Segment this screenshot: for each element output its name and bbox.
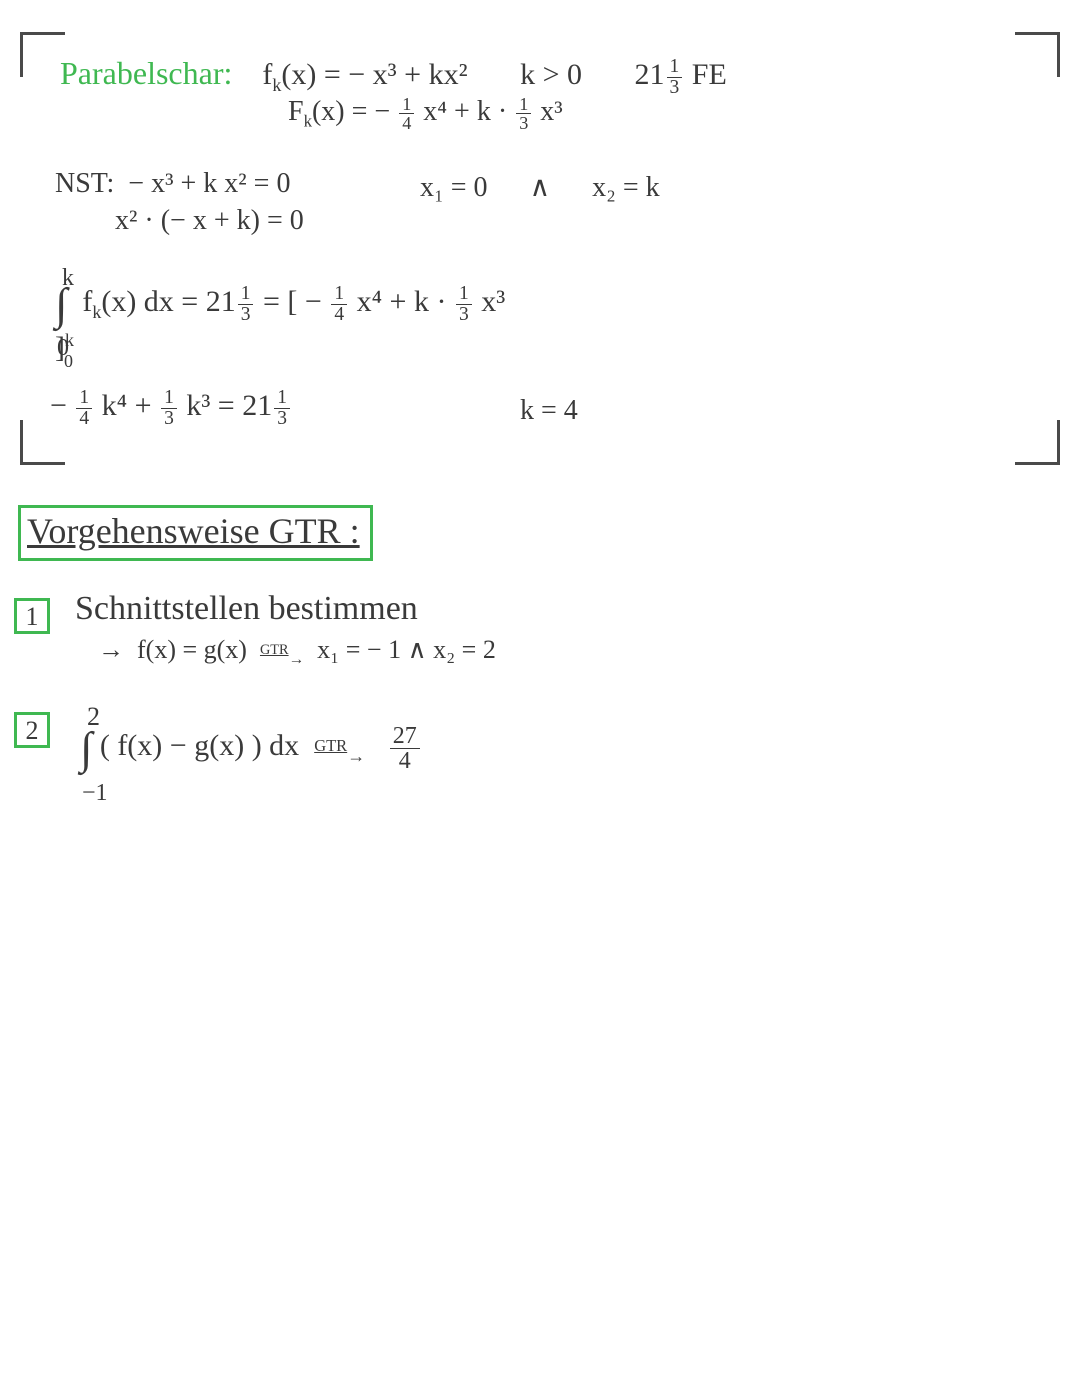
step1-number: 1 bbox=[14, 598, 50, 634]
s-frac-14: 14 bbox=[76, 388, 92, 428]
page: Parabelschar: fk(x) = − x³ + kx² k > 0 2… bbox=[0, 0, 1080, 1394]
int-body: (x) dx = 21 bbox=[101, 285, 235, 318]
nst-eq1: − x³ + k x² = 0 bbox=[128, 168, 290, 199]
step1-detail: → f(x) = g(x) GTR→ x₁ = − 1 ∧ x₂ = 2 bbox=[98, 635, 496, 669]
step1-eq: f(x) = g(x) bbox=[137, 635, 247, 664]
step1-arrow: → bbox=[98, 635, 124, 664]
x3-term: x³ bbox=[540, 96, 562, 127]
frac-1-3: 13 bbox=[516, 95, 531, 132]
step1-heading: Schnittstellen bestimmen bbox=[75, 590, 418, 628]
step1-gtr: GTR bbox=[260, 642, 289, 658]
nst-label: NST: bbox=[55, 168, 114, 199]
step2-res: 274 bbox=[390, 724, 420, 773]
func-expr: (x) = − x³ + kx² bbox=[281, 58, 467, 91]
title: Parabelschar: bbox=[60, 55, 232, 91]
step2-number: 2 bbox=[14, 712, 50, 748]
header-line: Parabelschar: fk(x) = − x³ + kx² k > 0 2… bbox=[60, 55, 727, 97]
F-sub: k bbox=[304, 112, 312, 131]
corner-br bbox=[1015, 420, 1060, 465]
int-frac-13b: 13 bbox=[456, 284, 472, 324]
condition: k > 0 bbox=[520, 58, 582, 91]
step2-gtr: GTR bbox=[314, 736, 347, 755]
area-unit: FE bbox=[692, 58, 727, 91]
gtr-title: Vorgehensweise GTR : bbox=[27, 511, 360, 551]
F-eq: (x) = − bbox=[312, 96, 390, 127]
step2-int-sign: ∫ bbox=[80, 723, 92, 773]
root2: x₂ = k bbox=[592, 172, 660, 203]
nst-line2: x² · (− x + k) = 0 bbox=[115, 205, 304, 237]
int-fk-sub: k bbox=[92, 302, 101, 322]
frac-1-4: 14 bbox=[399, 95, 414, 132]
int-frac-13: 13 bbox=[238, 284, 254, 324]
k3: k³ = 21 bbox=[186, 389, 272, 422]
int-lower: 0 bbox=[57, 335, 69, 362]
gtr-arrow-icon-2: → bbox=[347, 746, 365, 766]
root1: x₁ = 0 bbox=[420, 172, 488, 203]
nst-eq2: x² · (− x + k) = 0 bbox=[115, 205, 304, 236]
x4-term: x⁴ + k · bbox=[423, 96, 507, 127]
integral-sign: ∫ bbox=[55, 279, 67, 329]
area-val: 21 bbox=[635, 58, 665, 91]
nst-roots: x₁ = 0 ∧ x₂ = k bbox=[420, 170, 660, 204]
step2-lower: −1 bbox=[82, 780, 108, 807]
int-mid: x⁴ + k · bbox=[357, 285, 447, 318]
int-eq: = [ − bbox=[263, 285, 322, 318]
antideriv-line: Fk(x) = − 14 x⁴ + k · 13 x³ bbox=[288, 95, 563, 132]
step1-res: x₁ = − 1 ∧ x₂ = 2 bbox=[317, 635, 496, 664]
neg: − bbox=[50, 389, 67, 422]
integral-line: ∫ fk(x) dx = 2113 = [ − 14 x⁴ + k · 13 x… bbox=[55, 278, 531, 372]
nst-line1: NST: − x³ + k x² = 0 bbox=[55, 168, 290, 200]
corner-tr bbox=[1015, 32, 1060, 77]
func-f: f bbox=[262, 58, 272, 91]
F-label: F bbox=[288, 96, 304, 127]
step2-body: ( f(x) − g(x) ) dx bbox=[100, 729, 299, 762]
gtr-title-box: Vorgehensweise GTR : bbox=[18, 505, 373, 561]
s-frac-13: 13 bbox=[161, 388, 177, 428]
area-frac: 13 bbox=[667, 57, 683, 97]
func-k: k bbox=[272, 75, 281, 95]
k-solution: k = 4 bbox=[520, 395, 578, 427]
gtr-arrow-icon: → bbox=[289, 651, 305, 668]
solve-line: − 14 k⁴ + 13 k³ = 2113 bbox=[50, 388, 292, 428]
corner-tl bbox=[20, 32, 65, 77]
k4: k⁴ + bbox=[102, 389, 152, 422]
step2-integral: ∫ ( f(x) − g(x) ) dx GTR→ 274 bbox=[80, 722, 422, 774]
int-frac-14: 14 bbox=[331, 284, 347, 324]
int-fk: f bbox=[82, 285, 92, 318]
and: ∧ bbox=[530, 172, 551, 203]
s-frac-r: 13 bbox=[274, 388, 290, 428]
